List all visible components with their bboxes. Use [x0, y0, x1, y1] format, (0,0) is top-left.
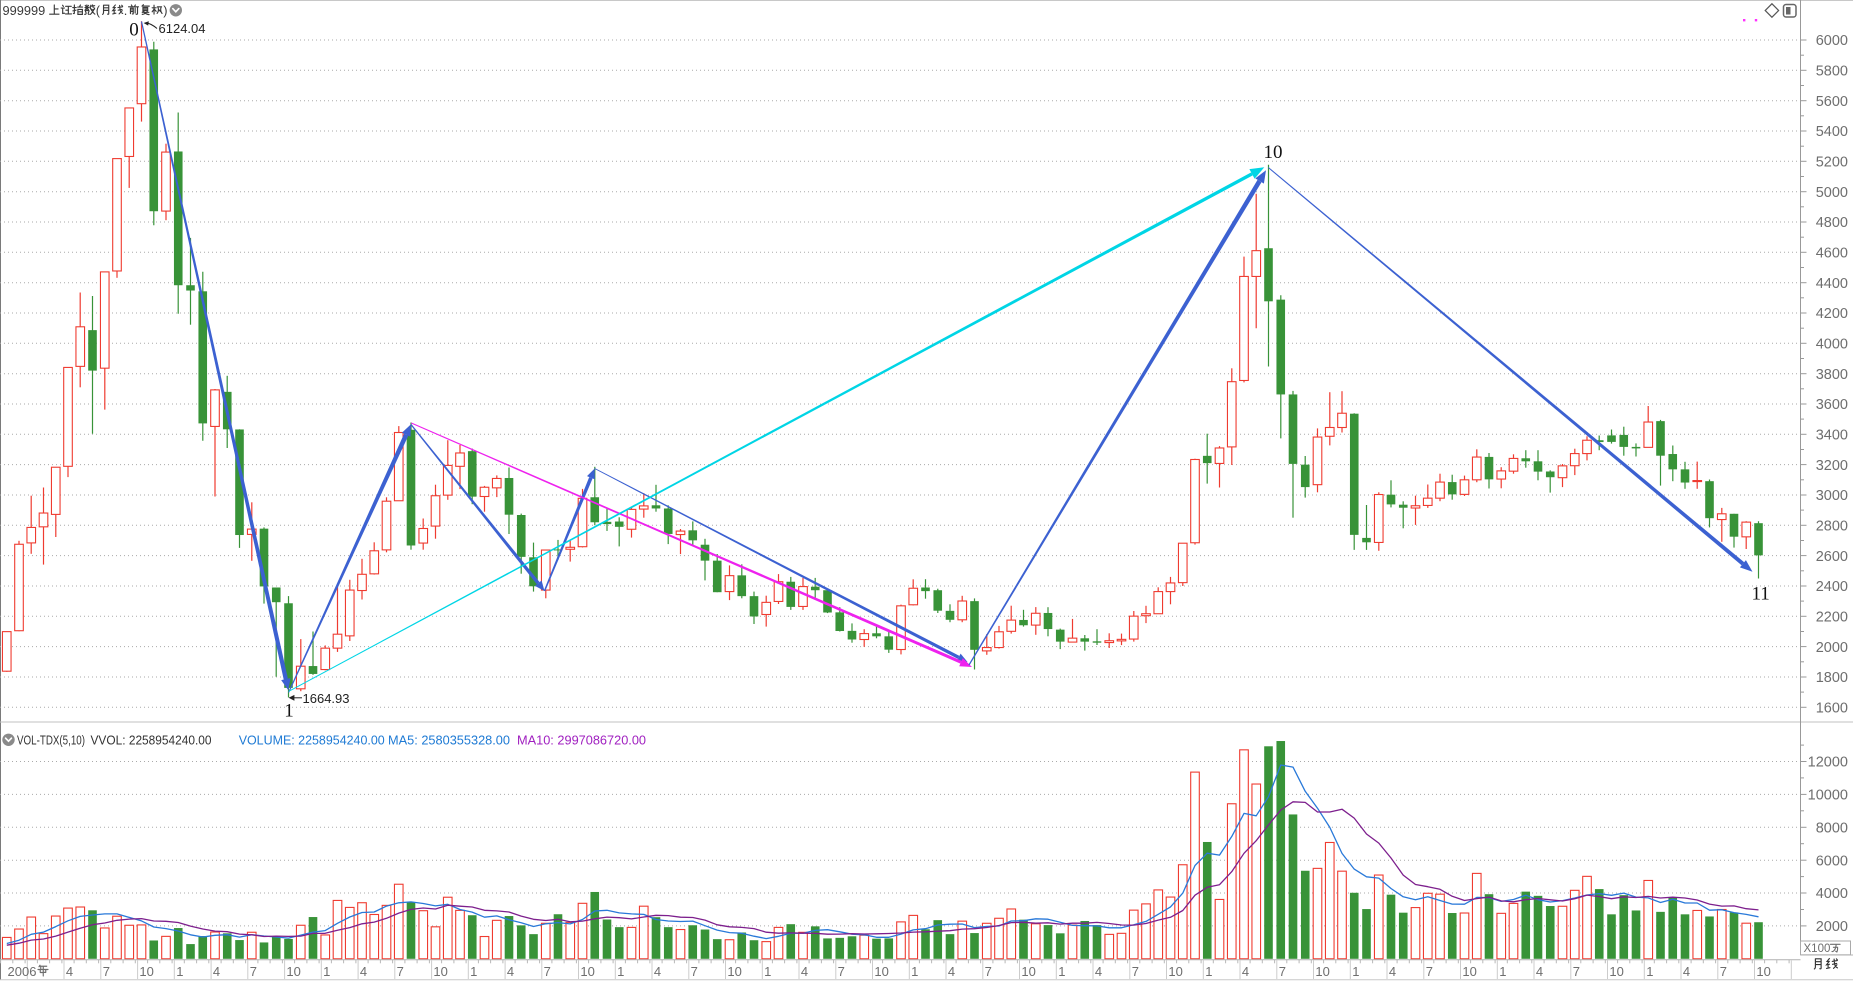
svg-text:1: 1 — [764, 964, 771, 979]
svg-text:10: 10 — [1756, 964, 1770, 979]
svg-text:4: 4 — [1095, 964, 1102, 979]
svg-text:1: 1 — [617, 964, 624, 979]
svg-text:10: 10 — [1315, 964, 1329, 979]
svg-text:4200: 4200 — [1816, 306, 1848, 322]
svg-text:12000: 12000 — [1808, 755, 1848, 771]
svg-text:8000: 8000 — [1816, 821, 1848, 837]
svg-text:7: 7 — [397, 964, 404, 979]
svg-text:2800: 2800 — [1816, 519, 1848, 535]
svg-text:2000: 2000 — [1816, 640, 1848, 656]
svg-text:4400: 4400 — [1816, 276, 1848, 292]
svg-text:1: 1 — [1352, 964, 1359, 979]
svg-text:10: 10 — [1609, 964, 1623, 979]
svg-text:10: 10 — [727, 964, 741, 979]
svg-text:10: 10 — [139, 964, 153, 979]
svg-text:2200: 2200 — [1816, 610, 1848, 626]
svg-text:4: 4 — [1536, 964, 1543, 979]
svg-text:VVOL: 2258954240.00: VVOL: 2258954240.00 — [91, 732, 212, 747]
svg-text:4000: 4000 — [1816, 886, 1848, 902]
svg-text:3000: 3000 — [1816, 488, 1848, 504]
svg-text:1: 1 — [470, 964, 477, 979]
svg-text:4600: 4600 — [1816, 246, 1848, 262]
svg-text:11: 11 — [1752, 584, 1770, 605]
svg-text:10: 10 — [1168, 964, 1182, 979]
svg-text:6124.04: 6124.04 — [159, 21, 206, 36]
svg-text:4000: 4000 — [1816, 337, 1848, 353]
svg-text:4: 4 — [1242, 964, 1249, 979]
svg-text:10: 10 — [1462, 964, 1476, 979]
svg-text:1: 1 — [284, 701, 294, 722]
svg-text:7: 7 — [250, 964, 257, 979]
svg-text:999999: 999999 — [3, 3, 46, 18]
svg-text:1: 1 — [323, 964, 330, 979]
svg-text:2600: 2600 — [1816, 549, 1848, 565]
svg-text:7: 7 — [691, 964, 698, 979]
svg-text:4: 4 — [654, 964, 661, 979]
svg-text:4: 4 — [360, 964, 367, 979]
svg-text:3600: 3600 — [1816, 397, 1848, 413]
svg-text:7: 7 — [1279, 964, 1286, 979]
svg-text:5000: 5000 — [1816, 185, 1848, 201]
svg-text:3800: 3800 — [1816, 367, 1848, 383]
svg-text:1: 1 — [1205, 964, 1212, 979]
svg-text:10: 10 — [1021, 964, 1035, 979]
svg-text:3200: 3200 — [1816, 458, 1848, 474]
svg-text:7: 7 — [1132, 964, 1139, 979]
svg-text:7: 7 — [1720, 964, 1727, 979]
svg-text:4: 4 — [1683, 964, 1690, 979]
svg-text:10000: 10000 — [1808, 788, 1848, 804]
svg-text:X100: X100 — [1804, 943, 1831, 955]
svg-text:VOLUME: 2258954240.00: VOLUME: 2258954240.00 — [239, 732, 385, 747]
svg-text:1: 1 — [911, 964, 918, 979]
svg-text:2006: 2006 — [8, 964, 37, 979]
svg-text:1: 1 — [176, 964, 183, 979]
svg-text:(: ( — [96, 3, 101, 18]
svg-text:2400: 2400 — [1816, 579, 1848, 595]
svg-text:7: 7 — [1426, 964, 1433, 979]
svg-text:3400: 3400 — [1816, 428, 1848, 444]
svg-text:7: 7 — [544, 964, 551, 979]
svg-text:5400: 5400 — [1816, 124, 1848, 140]
svg-text:5200: 5200 — [1816, 155, 1848, 171]
svg-text:4: 4 — [1389, 964, 1396, 979]
svg-text:6000: 6000 — [1816, 853, 1848, 869]
svg-text:6000: 6000 — [1816, 33, 1848, 49]
svg-text:1664.93: 1664.93 — [303, 691, 350, 706]
svg-text:10: 10 — [433, 964, 447, 979]
svg-text:4800: 4800 — [1816, 215, 1848, 231]
svg-text:1: 1 — [1499, 964, 1506, 979]
svg-text:7: 7 — [838, 964, 845, 979]
svg-text:7: 7 — [103, 964, 110, 979]
svg-text:0: 0 — [129, 20, 139, 41]
svg-text:10: 10 — [580, 964, 594, 979]
svg-text:7: 7 — [1573, 964, 1580, 979]
svg-text:10: 10 — [874, 964, 888, 979]
svg-text:4: 4 — [948, 964, 955, 979]
svg-text:4: 4 — [66, 964, 73, 979]
svg-text:10: 10 — [286, 964, 300, 979]
svg-text:4: 4 — [507, 964, 514, 979]
svg-text:10: 10 — [1264, 142, 1283, 163]
svg-text:): ) — [163, 3, 167, 18]
svg-text:5600: 5600 — [1816, 94, 1848, 110]
svg-text:1600: 1600 — [1816, 701, 1848, 717]
svg-text:5800: 5800 — [1816, 64, 1848, 80]
svg-text:2000: 2000 — [1816, 919, 1848, 935]
svg-text:.: . — [124, 3, 128, 18]
svg-text:MA10: 2997086720.00: MA10: 2997086720.00 — [517, 732, 646, 747]
svg-text:7: 7 — [985, 964, 992, 979]
svg-text:VOL-TDX(5,10): VOL-TDX(5,10) — [17, 732, 85, 747]
svg-text:4: 4 — [213, 964, 220, 979]
svg-text:1: 1 — [1058, 964, 1065, 979]
svg-text:4: 4 — [801, 964, 808, 979]
svg-text:MA5: 2580355328.00: MA5: 2580355328.00 — [388, 732, 510, 747]
svg-text:1800: 1800 — [1816, 670, 1848, 686]
svg-text:1: 1 — [1646, 964, 1653, 979]
